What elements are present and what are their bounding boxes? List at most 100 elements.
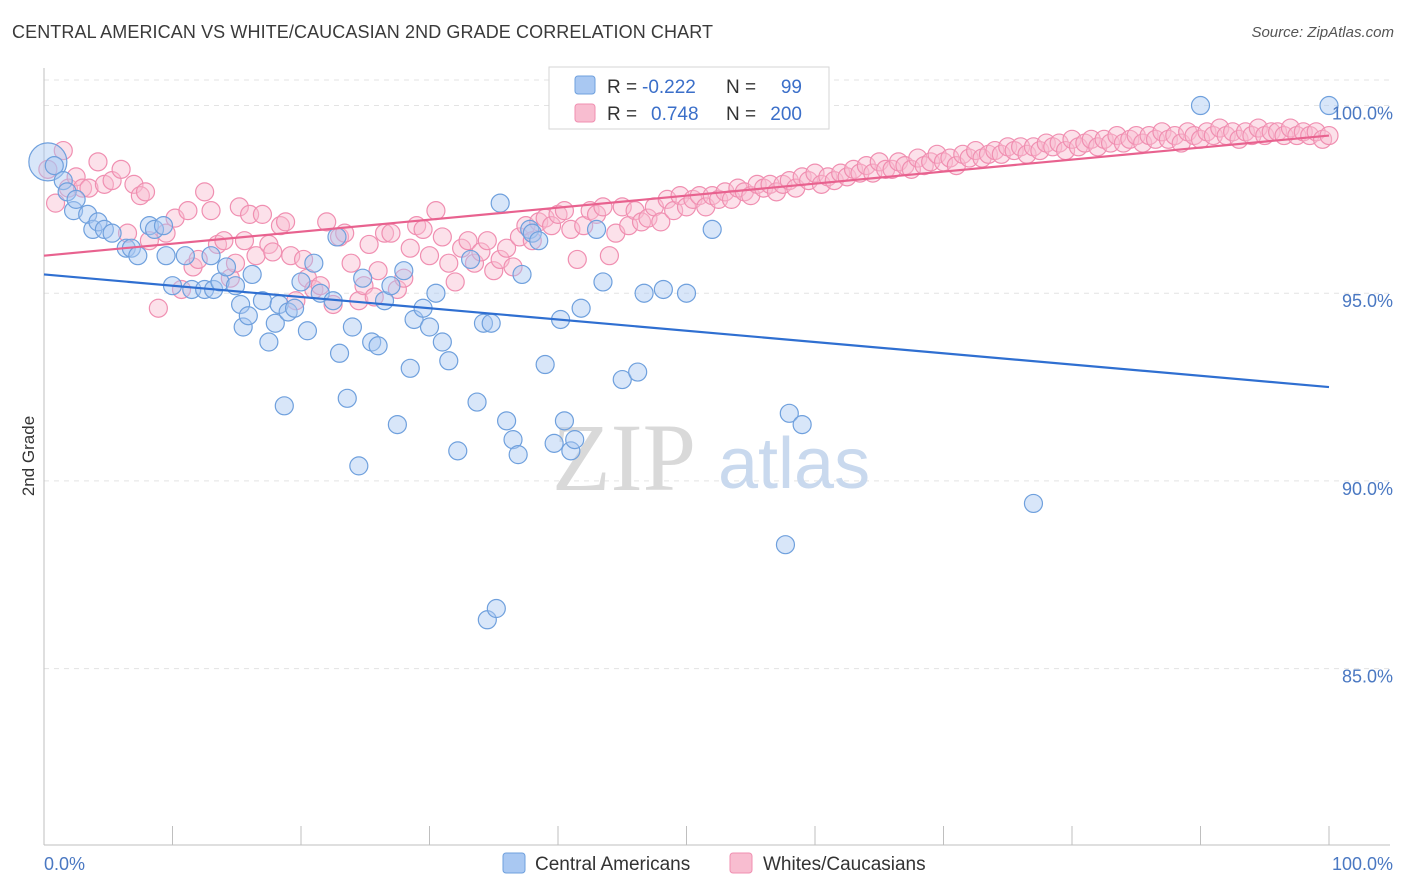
data-point <box>432 227 452 247</box>
legend-n-label-blue: N = <box>726 77 756 98</box>
chart-source: Source: ZipAtlas.com <box>1251 24 1394 41</box>
data-point <box>265 313 285 333</box>
data-point <box>156 246 176 266</box>
watermark: ZIP atlas <box>552 404 870 511</box>
legend-swatch-pink <box>574 103 596 123</box>
data-point <box>381 276 401 296</box>
legend-frame <box>548 66 830 130</box>
data-point <box>297 321 318 341</box>
data-point <box>657 189 677 209</box>
data-point <box>448 441 468 461</box>
data-point <box>567 249 587 270</box>
data-point <box>439 253 459 273</box>
bottom-legend-swatch-pink <box>729 852 753 874</box>
data-point <box>571 298 591 318</box>
data-point <box>291 272 311 292</box>
data-point <box>856 155 877 176</box>
data-point <box>368 261 388 281</box>
bottom-legend-label-blue: Central Americans <box>535 854 690 875</box>
data-point <box>497 238 517 258</box>
watermark-zip: ZIP <box>552 404 696 511</box>
legend-swatch-blue <box>574 75 596 95</box>
data-point <box>445 272 465 292</box>
data-point <box>628 362 648 382</box>
data-point <box>1088 137 1108 157</box>
data-point <box>490 193 510 213</box>
data-point <box>486 598 506 619</box>
data-point <box>153 216 174 236</box>
data-point <box>242 264 262 285</box>
y-axis-label: 2nd Grade <box>19 416 38 496</box>
data-point <box>535 354 555 375</box>
data-point <box>805 163 825 183</box>
data-point <box>124 174 144 194</box>
data-point <box>387 414 407 435</box>
data-point <box>792 414 812 435</box>
data-point <box>102 223 122 243</box>
data-point <box>72 178 93 198</box>
data-point <box>432 332 452 352</box>
data-point <box>927 144 947 164</box>
series-whites-caucasians <box>38 118 1339 318</box>
data-point <box>522 223 542 243</box>
data-point <box>484 261 504 281</box>
data-point <box>966 140 986 161</box>
data-point <box>293 249 314 270</box>
trend-line-whites-caucasians <box>43 134 1330 257</box>
data-point <box>413 219 433 240</box>
data-point <box>991 144 1011 164</box>
data-point <box>467 392 487 412</box>
data-point <box>252 204 273 224</box>
data-point <box>88 152 108 172</box>
data-point <box>882 159 902 179</box>
data-point <box>702 219 722 240</box>
data-point <box>78 204 98 224</box>
y-tick-labels: 85.0% 90.0% 95.0% 100.0% <box>1332 104 1393 687</box>
data-point <box>1190 95 1211 116</box>
data-point <box>653 279 673 300</box>
trend-lines <box>43 134 1330 389</box>
data-point <box>554 201 575 221</box>
data-point <box>1152 122 1172 142</box>
data-point <box>238 306 258 326</box>
data-point <box>130 186 150 206</box>
data-point <box>586 219 607 240</box>
x-tick-label-min: 0.0% <box>44 854 85 874</box>
data-point <box>464 253 485 273</box>
data-point <box>188 249 208 270</box>
data-point <box>508 445 528 465</box>
data-point <box>586 204 607 224</box>
data-point <box>44 155 64 176</box>
data-point <box>63 201 84 221</box>
data-point <box>178 201 198 221</box>
legend-n-value-blue: 99 <box>781 77 802 98</box>
data-point <box>364 287 384 307</box>
legend-box: R = -0.222 N = 99 R = 0.748 N = 200 <box>548 66 830 130</box>
data-point <box>329 343 350 363</box>
data-point <box>1280 118 1301 138</box>
data-point <box>593 272 613 292</box>
data-point <box>66 167 86 187</box>
data-point <box>612 369 632 390</box>
data-point <box>541 216 562 236</box>
data-point <box>651 212 671 232</box>
data-point <box>275 212 296 232</box>
data-point <box>775 535 796 555</box>
data-point <box>259 332 279 352</box>
series-central-americans <box>28 95 1339 630</box>
data-point <box>229 197 249 217</box>
data-point <box>88 212 108 232</box>
data-point <box>1030 140 1050 161</box>
legend-r-value-pink: 0.748 <box>651 104 699 125</box>
data-point <box>1049 133 1069 153</box>
data-point <box>509 227 530 247</box>
data-point <box>337 388 357 408</box>
data-point <box>342 317 362 337</box>
data-point <box>233 317 253 337</box>
data-point <box>481 313 501 333</box>
data-point <box>544 433 564 453</box>
data-point <box>439 351 459 371</box>
data-point <box>419 246 440 266</box>
data-point <box>497 411 517 431</box>
bottom-legend-swatch-blue <box>502 852 526 874</box>
